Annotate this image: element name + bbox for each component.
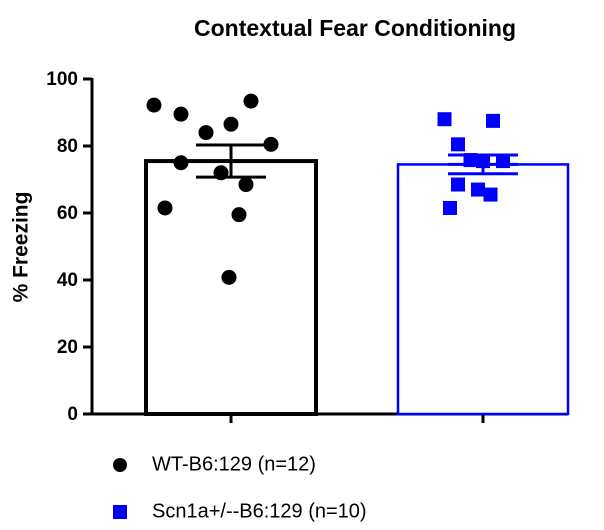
data-point: [223, 116, 239, 132]
y-tick-label: 20: [57, 337, 78, 358]
data-point: [243, 93, 259, 109]
legend-label: WT-B6:129 (n=12): [152, 453, 316, 475]
data-point: [231, 207, 247, 223]
data-point: [443, 200, 457, 215]
y-axis-label: % Freezing: [10, 192, 33, 303]
data-point: [471, 182, 485, 197]
y-tick-label: 40: [57, 270, 78, 291]
data-point: [451, 137, 465, 152]
chart-title: Contextual Fear Conditioning: [194, 15, 516, 41]
data-point: [173, 155, 189, 171]
data-point: [146, 97, 162, 113]
data-point: [486, 113, 500, 128]
data-point: [483, 187, 498, 202]
y-tick-label: 100: [46, 69, 78, 90]
data-point: [451, 177, 465, 192]
data-point: [157, 200, 173, 216]
legend-label: Scn1a+/--B6:129 (n=10): [152, 500, 367, 522]
bar: [396, 163, 570, 416]
bar: [144, 159, 318, 416]
data-point: [238, 177, 254, 193]
y-tick-label: 80: [57, 136, 78, 157]
y-tick-label: 0: [67, 404, 78, 425]
data-point: [437, 112, 452, 127]
data-point: [173, 106, 189, 122]
y-tick-label: 60: [57, 203, 78, 224]
legend-marker: [113, 458, 127, 472]
legend-marker: [113, 505, 127, 519]
data-point: [198, 125, 214, 141]
data-point: [221, 269, 237, 285]
data-point: [263, 136, 279, 152]
